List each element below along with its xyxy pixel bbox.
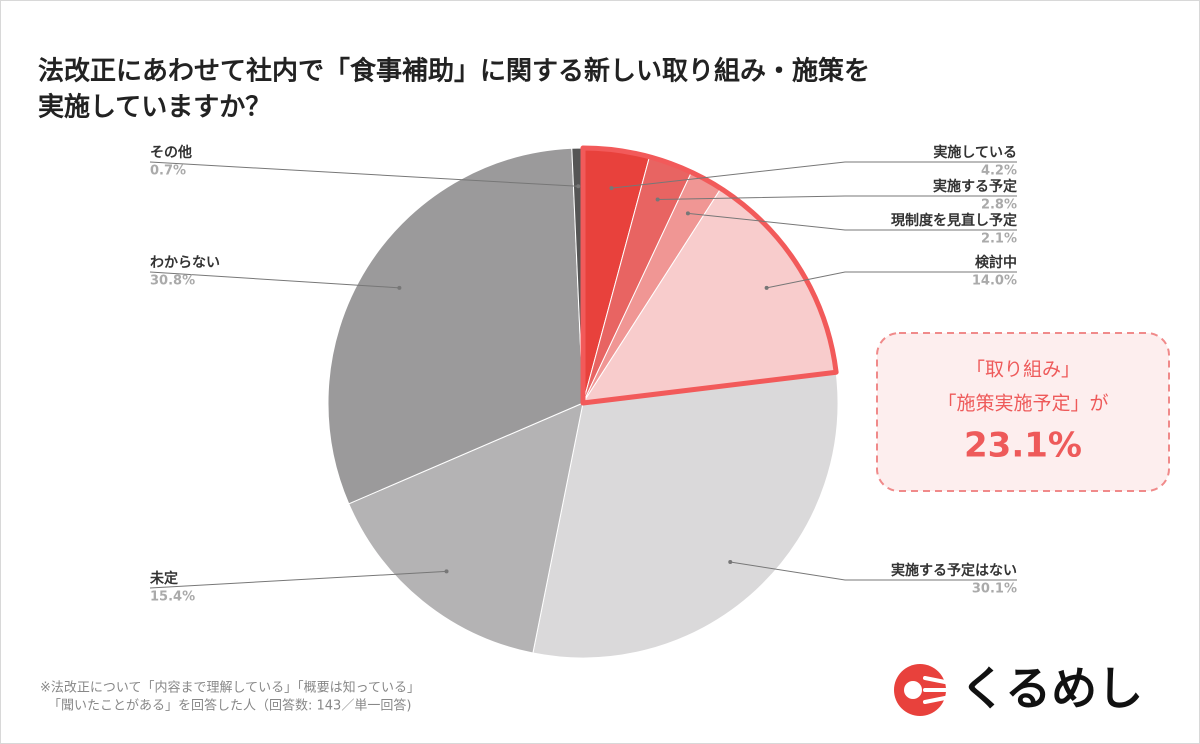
leader-dot: [655, 197, 660, 202]
slice-label: 現制度を見直し予定: [891, 212, 1017, 229]
slice-label: 未定: [150, 570, 178, 587]
slice-label: 実施している: [933, 144, 1017, 161]
leader-line: [611, 161, 1017, 189]
value-label: 2.1%: [981, 232, 1017, 247]
slice-label: わからない: [150, 255, 220, 271]
callout-text: 「施策実施予定」が: [937, 393, 1108, 415]
pie: [327, 145, 839, 659]
highlight-outline: [580, 145, 839, 406]
value-label: 15.4%: [150, 590, 195, 605]
slice-label: 実施する予定はない: [891, 562, 1017, 579]
labels: 実施している 4.2%実施する予定 2.8%現制度を見直し予定 2.1% 検討中 14.0…: [149, 144, 1017, 605]
leader-dot: [609, 186, 614, 191]
leader-dot: [764, 285, 769, 290]
value-label: 30.1%: [972, 582, 1017, 597]
pie-slice: [348, 402, 584, 654]
leader-line: [149, 570, 447, 589]
leader-line: [149, 161, 579, 187]
leader-dot: [397, 285, 402, 290]
leader-line: [149, 271, 400, 289]
slice-label: 検討中: [975, 254, 1017, 271]
leader-line: [657, 195, 1017, 201]
value-label: 14.0%: [972, 274, 1017, 289]
leader-line: [766, 271, 1017, 289]
footnote: 「聞いたことがある」を回答した人（回答数: 143／単一回答): [48, 698, 411, 714]
leader-line: [730, 561, 1017, 581]
leader-dot: [685, 211, 690, 216]
chart-title: 実施していますか？: [38, 92, 271, 123]
leader-line: [687, 212, 1017, 231]
callout-text: 「取り組み」: [966, 359, 1080, 381]
logo-icon: [894, 664, 948, 716]
footnote: ※法改正について「内容まで理解している」「概要は知っている」: [40, 680, 420, 696]
slice-label: 実施する予定: [933, 178, 1017, 195]
value-label: 2.8%: [981, 198, 1017, 213]
value-label: 4.2%: [981, 164, 1017, 179]
callout-box: [876, 332, 1170, 492]
slice-label: その他: [150, 144, 192, 161]
leader-dot: [728, 560, 733, 565]
value-label: 30.8%: [150, 274, 195, 289]
callout-value: 23.1%: [964, 426, 1082, 466]
logo-text: くるめし: [960, 662, 1143, 716]
leader-dot: [444, 569, 449, 574]
pie-slice: [532, 371, 839, 659]
pie-slice: [327, 147, 584, 505]
chart-title: 法改正にあわせて社内で「食事補助」に関する新しい取り組み・施策を: [38, 56, 870, 87]
value-label: 0.7%: [150, 164, 186, 179]
leader-dot: [576, 184, 581, 189]
